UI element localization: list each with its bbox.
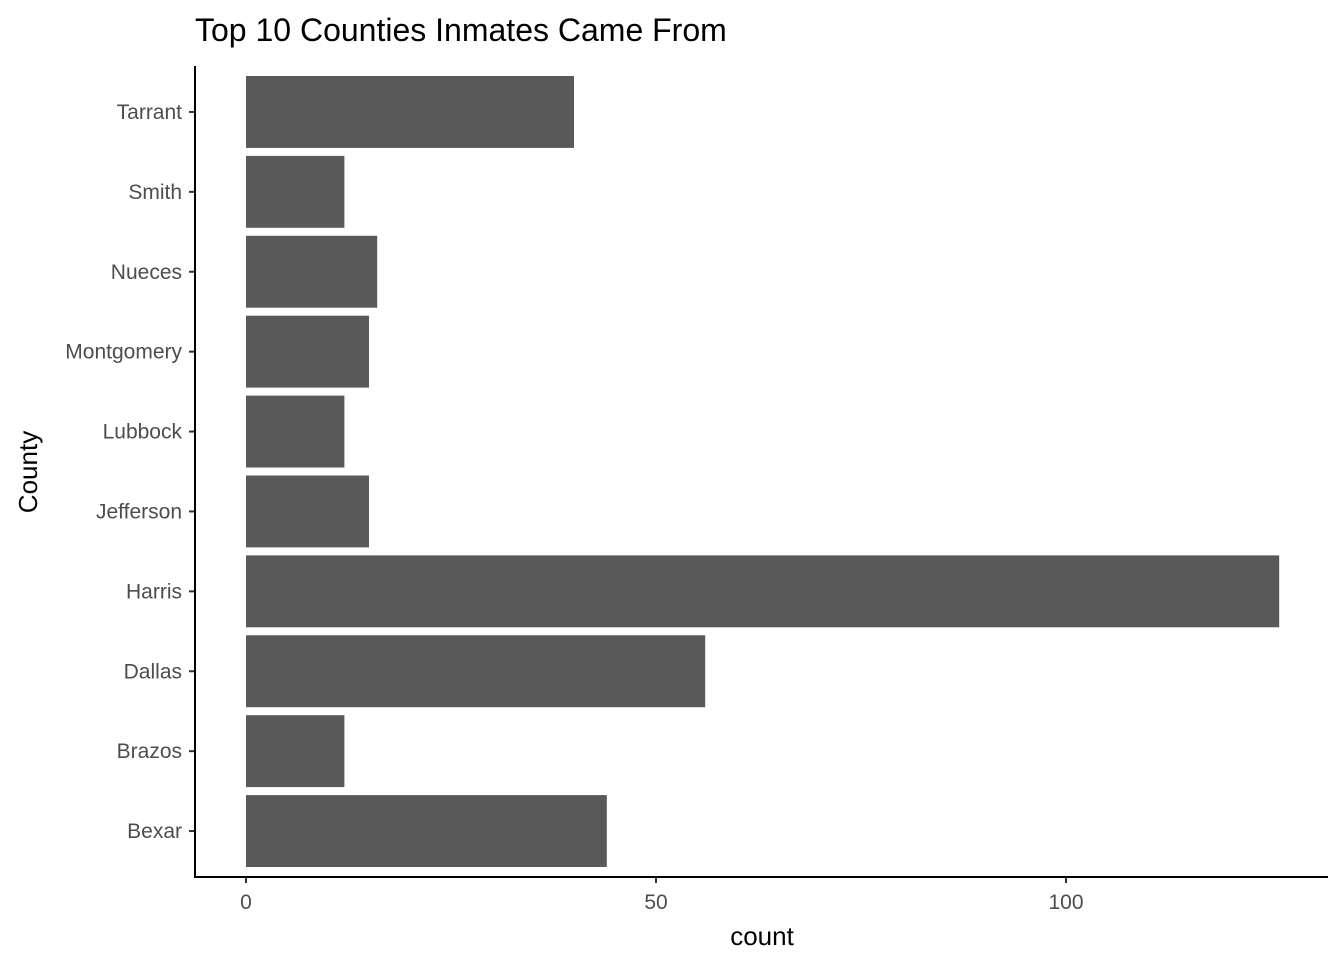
bars-group: [246, 75, 1280, 868]
bar-nueces: [246, 235, 378, 308]
bar-brazos: [246, 715, 345, 788]
y-tick-label-bexar: Bexar: [127, 820, 182, 843]
y-tick-label-smith: Smith: [128, 181, 182, 204]
y-tick-label-lubbock: Lubbock: [103, 421, 183, 444]
x-tick-label-50: 50: [644, 891, 667, 914]
bar-tarrant: [246, 75, 574, 148]
bar-jefferson: [246, 475, 369, 548]
y-tick-label-montgomery: Montgomery: [65, 341, 182, 364]
bar-montgomery: [246, 315, 369, 388]
y-tick-label-brazos: Brazos: [117, 740, 182, 763]
chart-title: Top 10 Counties Inmates Came From: [195, 12, 727, 48]
x-tick-label-0: 0: [240, 891, 252, 914]
y-tick-label-tarrant: Tarrant: [117, 101, 183, 124]
x-tick-label-100: 100: [1048, 891, 1083, 914]
y-tick-label-harris: Harris: [126, 580, 182, 603]
y-tick-label-nueces: Nueces: [111, 261, 182, 284]
y-tick-label-dallas: Dallas: [124, 660, 182, 683]
bar-lubbock: [246, 395, 345, 468]
x-axis-ticks: 0 50 100: [240, 877, 1084, 914]
bar-dallas: [246, 635, 706, 708]
y-axis-title: County: [13, 431, 43, 513]
bar-smith: [246, 155, 345, 228]
bar-bexar: [246, 795, 607, 868]
bar-harris: [246, 555, 1280, 628]
y-axis-ticks: Bexar Brazos Dallas Harris Jefferson Lubbock M…: [65, 101, 195, 843]
x-axis-title: count: [730, 921, 794, 951]
y-tick-label-jefferson: Jefferson: [96, 500, 182, 523]
